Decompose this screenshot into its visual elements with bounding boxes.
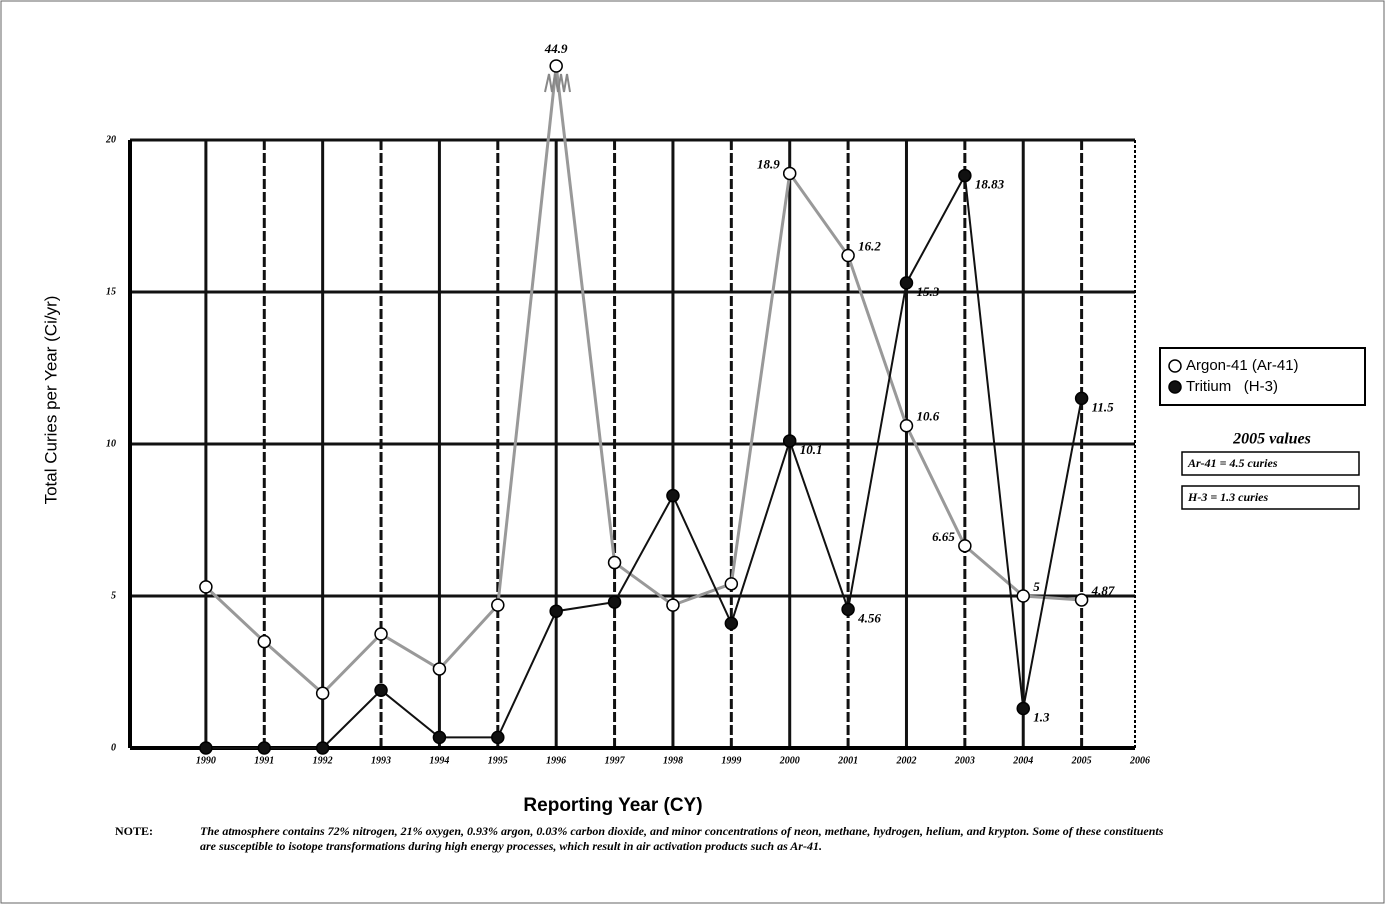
annotation-box [1181,451,1360,476]
axis-break [544,73,571,93]
y-tick-label: 20 [105,134,116,145]
data-point [782,166,797,181]
x-tick-label: 1994 [429,755,449,766]
data-label: 6.65 [932,529,955,544]
data-point [782,434,797,448]
data-point [958,539,972,553]
annotation-box [1181,485,1360,510]
data-label: 5 [1033,579,1040,594]
annotation-title: 2005 values [1232,431,1311,448]
x-tick-label: 2000 [779,755,800,766]
data-point [257,741,272,755]
data-point [841,602,855,617]
data-point [549,604,563,618]
data-point [374,627,388,641]
data-point [607,555,622,570]
data-label: 15.3 [916,284,939,299]
data-point [549,59,563,73]
x-tick-label: 1992 [313,755,333,766]
data-label: 18.83 [975,177,1005,192]
data-point [607,595,622,609]
x-tick-label: 1993 [371,755,391,766]
data-label: 10.6 [916,409,939,424]
data-point [899,276,914,290]
y-tick-label: 10 [106,438,116,449]
legend-label: Argon-41 (Ar-41) [1186,357,1299,374]
data-point [199,580,213,594]
note: NOTE: The atmosphere contains 72% nitrog… [115,824,1175,854]
data-label: 11.5 [1092,399,1115,414]
data-point [666,598,680,612]
legend-box [1159,347,1366,406]
x-tick-label: 1996 [546,755,566,766]
x-tick-label: 1991 [254,755,274,766]
y-tick-label: 15 [106,286,116,297]
data-point [432,730,447,745]
legend-marker [1168,359,1182,373]
data-point [315,686,330,701]
x-tick-label: 2003 [954,755,975,766]
data-point [724,616,739,631]
y-tick-label: 0 [111,742,116,753]
data-point [841,248,855,263]
y-axis-label: Total Curies per Year (Ci/yr) [41,296,60,505]
x-tick-label: 2006 [1129,755,1150,766]
data-point [1016,589,1030,603]
x-tick-label: 1999 [721,755,741,766]
data-point [199,741,213,755]
data-point [432,662,447,676]
x-tick-label: 1998 [663,755,683,766]
note-label: NOTE: [115,824,154,838]
data-label: 16.2 [858,239,881,254]
x-tick-label: 2005 [1071,755,1092,766]
note-text: The atmosphere contains 72% nitrogen, 21… [200,824,1164,853]
legend-label: Tritium (H-3) [1186,378,1278,395]
data-point [1074,593,1089,607]
y-tick-label: 5 [111,590,116,601]
data-point [724,577,739,591]
x-axis-label: Reporting Year (CY) [523,795,702,816]
annotation: Ar-41 = 4.5 curies [1187,456,1278,470]
x-tick-label: 2001 [837,755,858,766]
data-label: 10.1 [800,442,823,457]
data-label: 18.9 [757,156,780,171]
data-point [491,730,505,745]
legend-marker [1168,380,1182,394]
data-point [899,419,914,433]
data-point [374,683,388,697]
x-tick-label: 1990 [196,755,216,766]
data-point [257,634,272,649]
data-point [958,168,972,183]
series-line [204,65,1082,696]
data-point [1074,391,1089,406]
annotation: H-3 = 1.3 curies [1187,490,1268,504]
data-label: 4.87 [1091,583,1115,598]
series-line [205,172,1083,749]
x-tick-label: 2004 [1012,755,1033,766]
data-label: 4.56 [857,610,881,625]
data-point [491,598,505,612]
data-point [666,488,680,503]
data-label: 1.3 [1033,709,1050,724]
data-label: 44.9 [544,41,568,56]
data-point [315,741,330,755]
data-point [1016,701,1030,716]
x-tick-label: 2002 [895,755,916,766]
x-tick-label: 1997 [605,755,626,766]
x-tick-label: 1995 [488,755,508,766]
